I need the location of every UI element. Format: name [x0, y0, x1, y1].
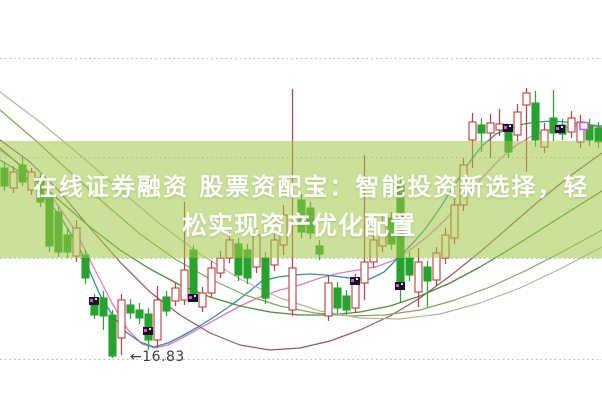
low-price-annotation: ←16.83 — [130, 349, 185, 365]
promo-banner-overlay — [0, 141, 602, 258]
banner-text-line1: 在线证券融资 股票资配宝：智能投资新选择，轻 — [33, 173, 590, 201]
banner-text-line2: 松实现资产优化配置 — [182, 211, 417, 240]
